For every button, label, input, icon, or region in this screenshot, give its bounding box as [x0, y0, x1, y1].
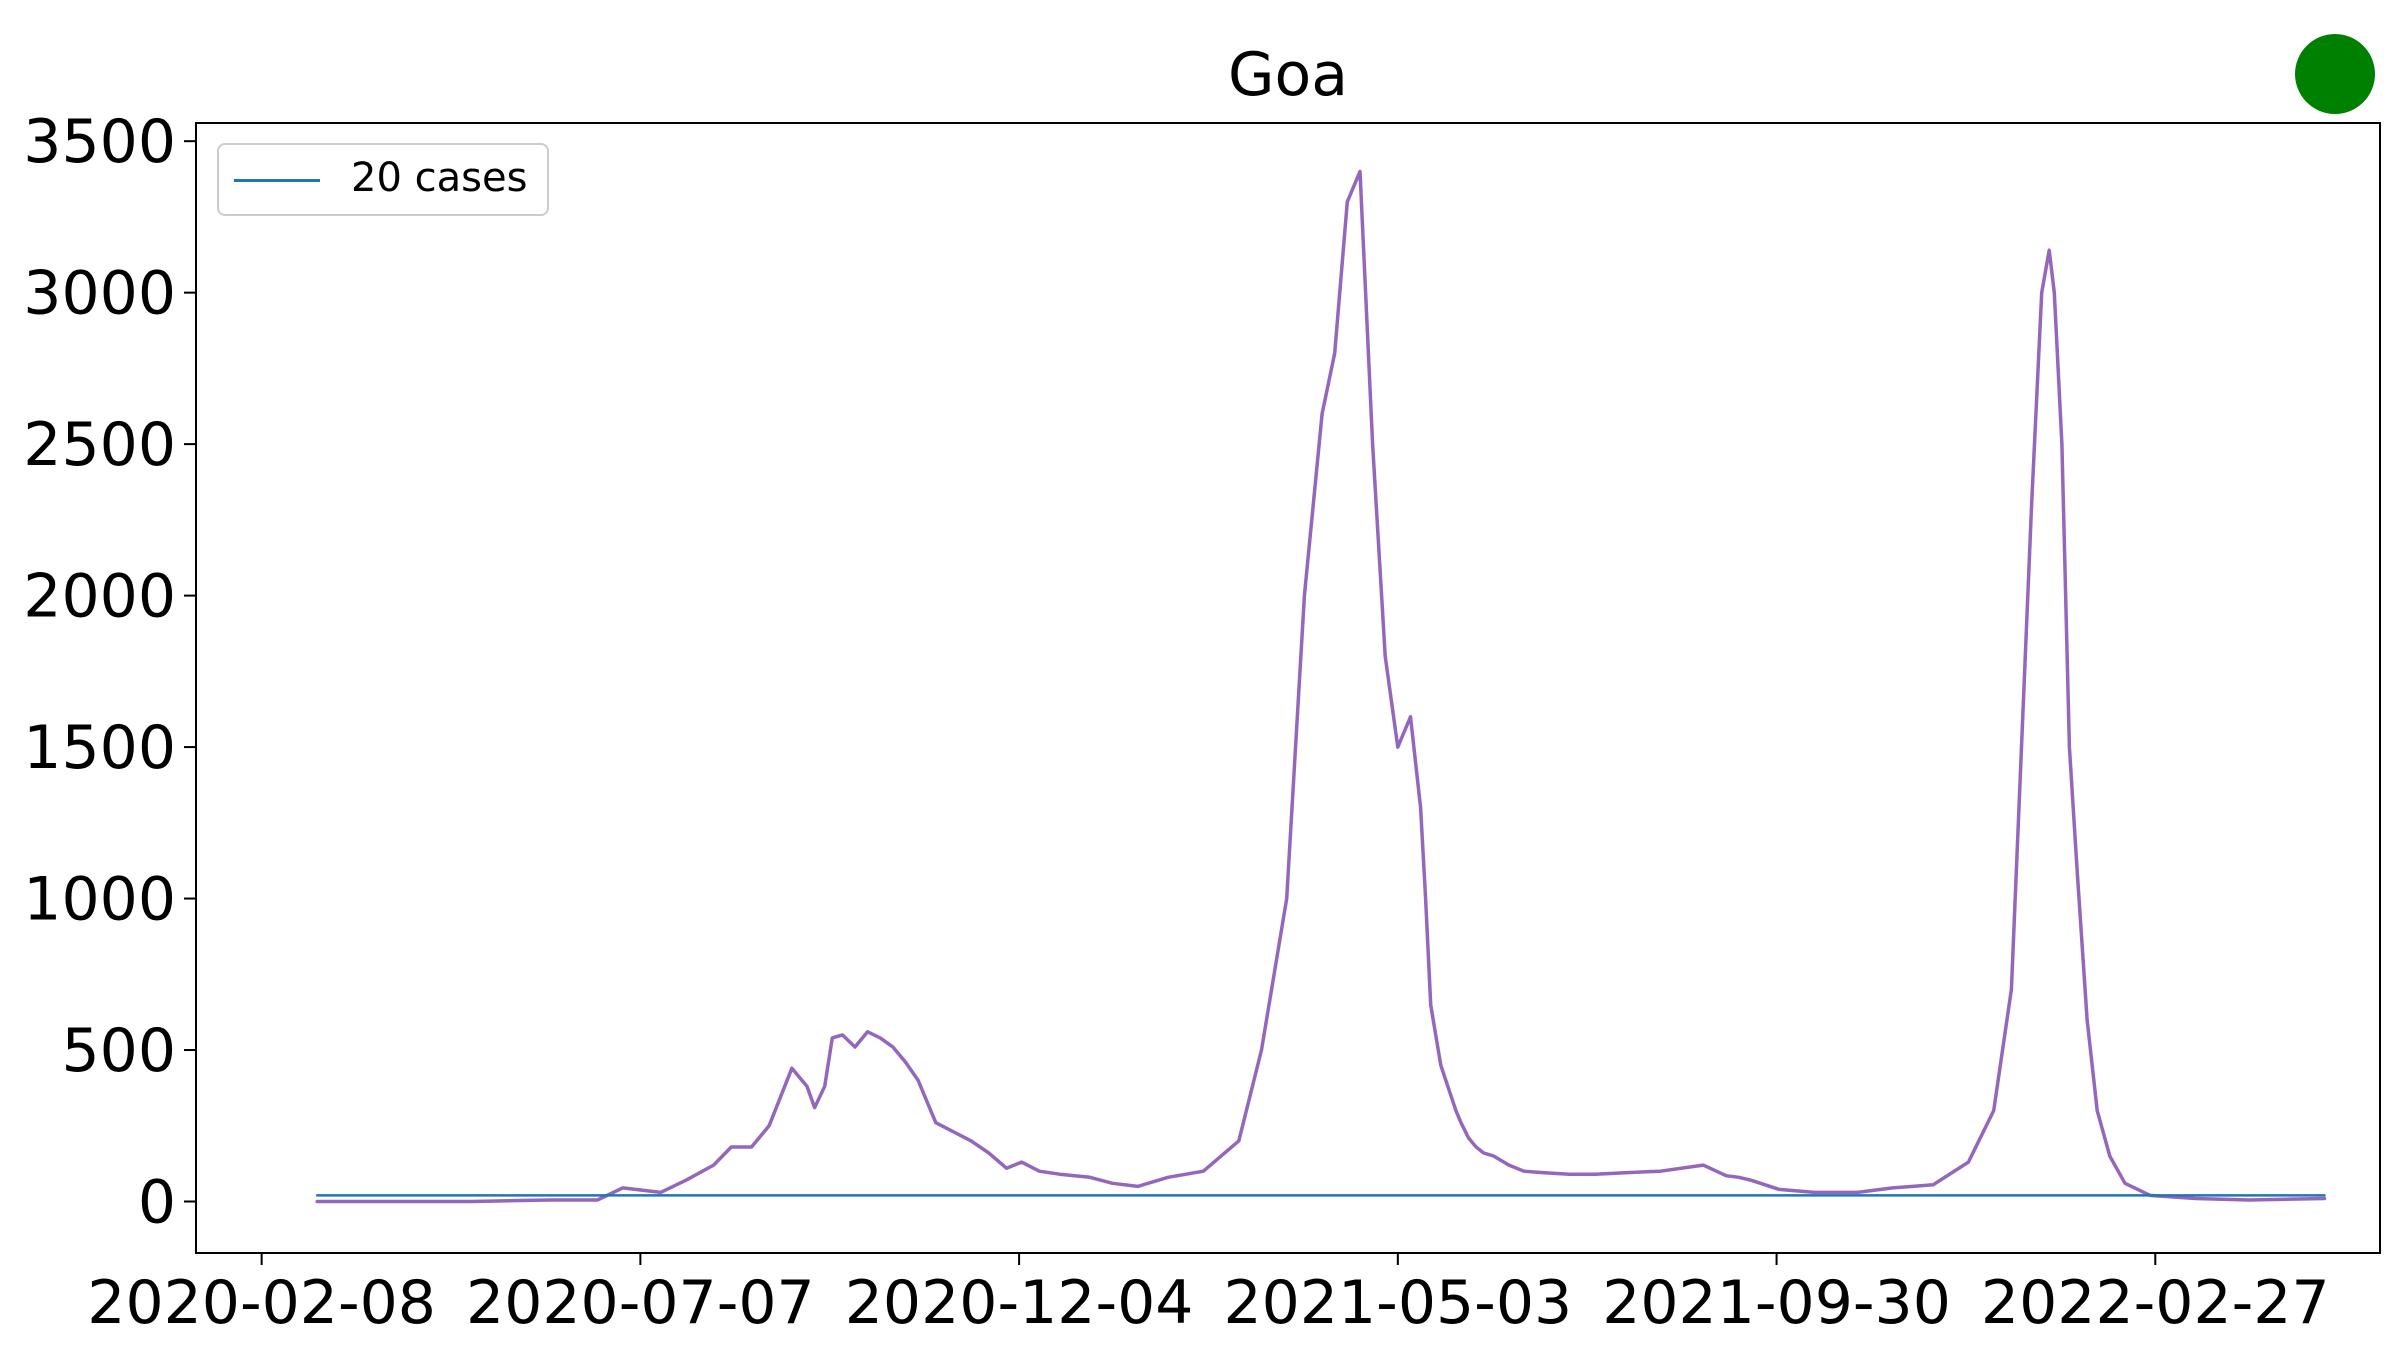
series-line-daily-cases [315, 169, 2327, 1204]
y-tick-label-2: 1000 [23, 865, 176, 935]
y-tick-label-6: 3000 [23, 259, 176, 329]
x-tick-label-5: 2022-02-27 [1981, 1268, 2330, 1338]
legend-line-swatch [234, 179, 320, 182]
y-axis: 0 500 1000 1500 2000 2500 3000 3500 [23, 107, 196, 1237]
legend: 20 cases [217, 143, 549, 216]
x-tick-label-4: 2021-09-30 [1602, 1268, 1951, 1338]
series-layer [315, 169, 2327, 1204]
y-tick-label-4: 2000 [23, 562, 176, 632]
y-tick-label-5: 2500 [23, 410, 176, 480]
y-tick-label-1: 500 [61, 1016, 176, 1086]
x-tick-label-0: 2020-02-08 [87, 1268, 436, 1338]
x-axis: 2020-02-08 2020-07-07 2020-12-04 2021-05-03… [87, 1253, 2330, 1338]
status-indicator-dot [2295, 34, 2375, 114]
legend-label: 20 cases [351, 155, 528, 201]
plot-area [195, 122, 2381, 1254]
chart-title: Goa [1228, 40, 1348, 110]
x-tick-label-1: 2020-07-07 [466, 1268, 815, 1338]
y-tick-label-7: 3500 [23, 107, 176, 177]
y-tick-label-3: 1500 [23, 713, 176, 783]
y-tick-label-0: 0 [138, 1167, 176, 1237]
x-tick-label-3: 2021-05-03 [1223, 1268, 1572, 1338]
x-tick-label-2: 2020-12-04 [845, 1268, 1194, 1338]
